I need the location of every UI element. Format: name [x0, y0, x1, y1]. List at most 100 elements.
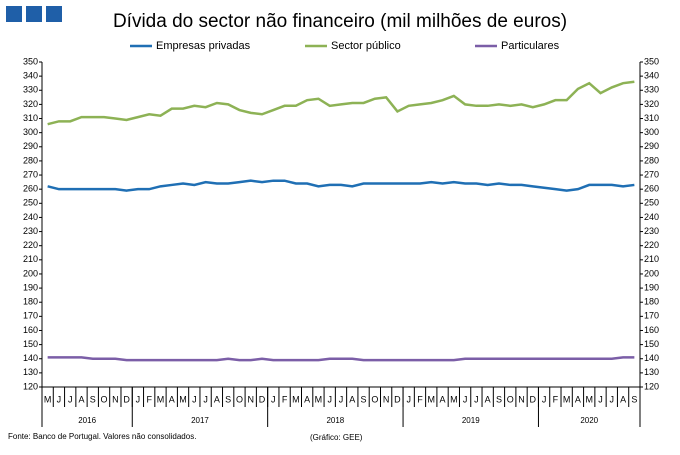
y2-tick-label: 210 — [644, 254, 659, 264]
x-tick-label: O — [507, 394, 514, 404]
year-label: 2018 — [326, 416, 344, 425]
y2-tick-label: 310 — [644, 113, 659, 123]
y-tick-label: 270 — [23, 169, 38, 179]
x-tick-label: J — [474, 394, 479, 404]
x-tick-label: J — [68, 394, 73, 404]
credit: (Gráfico: GEE) — [310, 433, 363, 442]
legend-label: Particulares — [501, 40, 560, 52]
x-tick-label: J — [192, 394, 197, 404]
y2-tick-label: 240 — [644, 212, 659, 222]
x-tick-label: J — [327, 394, 332, 404]
y2-tick-label: 340 — [644, 71, 659, 81]
y2-tick-label: 160 — [644, 325, 659, 335]
y-tick-label: 250 — [23, 198, 38, 208]
y2-tick-label: 320 — [644, 99, 659, 109]
year-label: 2020 — [580, 416, 598, 425]
x-tick-label: S — [90, 394, 96, 404]
y-tick-label: 320 — [23, 99, 38, 109]
y-tick-label: 240 — [23, 212, 38, 222]
x-tick-label: S — [496, 394, 502, 404]
y2-tick-label: 300 — [644, 127, 659, 137]
y-tick-label: 150 — [23, 339, 38, 349]
x-tick-label: D — [394, 394, 401, 404]
y-tick-label: 190 — [23, 282, 38, 292]
x-tick-label: F — [553, 394, 559, 404]
x-tick-label: M — [292, 394, 300, 404]
x-tick-label: J — [463, 394, 468, 404]
x-tick-label: M — [44, 394, 52, 404]
x-tick-label: M — [157, 394, 165, 404]
x-tick-label: A — [440, 394, 446, 404]
legend-label: Sector público — [331, 40, 401, 52]
y-tick-label: 120 — [23, 381, 38, 391]
x-tick-label: O — [371, 394, 378, 404]
x-tick-label: J — [406, 394, 411, 404]
x-tick-label: N — [247, 394, 254, 404]
x-tick-label: D — [259, 394, 266, 404]
y2-tick-label: 230 — [644, 226, 659, 236]
x-tick-label: F — [146, 394, 152, 404]
year-label: 2016 — [78, 416, 96, 425]
x-tick-label: M — [585, 394, 593, 404]
y-tick-label: 280 — [23, 155, 38, 165]
x-tick-label: J — [542, 394, 547, 404]
x-tick-label: A — [214, 394, 220, 404]
x-tick-label: A — [575, 394, 581, 404]
x-tick-label: M — [428, 394, 436, 404]
x-tick-label: A — [304, 394, 310, 404]
y-tick-label: 300 — [23, 127, 38, 137]
x-tick-label: D — [530, 394, 537, 404]
x-tick-label: M — [563, 394, 571, 404]
y2-tick-label: 290 — [644, 141, 659, 151]
series-line — [47, 80, 635, 126]
x-tick-label: J — [339, 394, 344, 404]
x-tick-label: F — [417, 394, 423, 404]
x-tick-label: O — [236, 394, 243, 404]
x-tick-label: M — [315, 394, 323, 404]
y-tick-label: 340 — [23, 71, 38, 81]
y2-tick-label: 260 — [644, 184, 659, 194]
logo-square — [6, 6, 22, 22]
y2-tick-label: 180 — [644, 297, 659, 307]
y2-tick-label: 270 — [644, 169, 659, 179]
y2-tick-label: 330 — [644, 85, 659, 95]
y-tick-label: 160 — [23, 325, 38, 335]
logo-square — [46, 6, 62, 22]
y2-tick-label: 220 — [644, 240, 659, 250]
logo-square — [26, 6, 42, 22]
y2-tick-label: 170 — [644, 311, 659, 321]
y-tick-label: 350 — [23, 56, 38, 66]
y2-tick-label: 280 — [644, 155, 659, 165]
x-tick-label: J — [136, 394, 141, 404]
x-tick-label: J — [271, 394, 276, 404]
year-label: 2017 — [191, 416, 209, 425]
legend-label: Empresas privadas — [156, 40, 251, 52]
y-tick-label: 290 — [23, 141, 38, 151]
x-tick-label: M — [179, 394, 187, 404]
x-tick-label: J — [610, 394, 615, 404]
y2-tick-label: 190 — [644, 282, 659, 292]
y-tick-label: 130 — [23, 367, 38, 377]
x-tick-label: D — [123, 394, 130, 404]
x-tick-label: J — [203, 394, 208, 404]
chart-title: Dívida do sector não financeiro (mil mil… — [113, 11, 567, 32]
y2-tick-label: 250 — [644, 198, 659, 208]
x-tick-label: A — [349, 394, 355, 404]
x-tick-label: S — [361, 394, 367, 404]
y2-tick-label: 150 — [644, 339, 659, 349]
year-label: 2019 — [462, 416, 480, 425]
y-tick-label: 210 — [23, 254, 38, 264]
y-tick-label: 170 — [23, 311, 38, 321]
y2-tick-label: 130 — [644, 367, 659, 377]
x-tick-label: N — [383, 394, 390, 404]
y2-tick-label: 200 — [644, 268, 659, 278]
y2-tick-label: 120 — [644, 381, 659, 391]
x-tick-label: J — [57, 394, 62, 404]
y-tick-label: 310 — [23, 113, 38, 123]
x-tick-label: J — [598, 394, 603, 404]
series-line — [47, 179, 635, 192]
source: Fonte: Banco de Portugal. Valores não co… — [8, 432, 196, 441]
x-tick-label: F — [282, 394, 288, 404]
x-tick-label: N — [112, 394, 119, 404]
